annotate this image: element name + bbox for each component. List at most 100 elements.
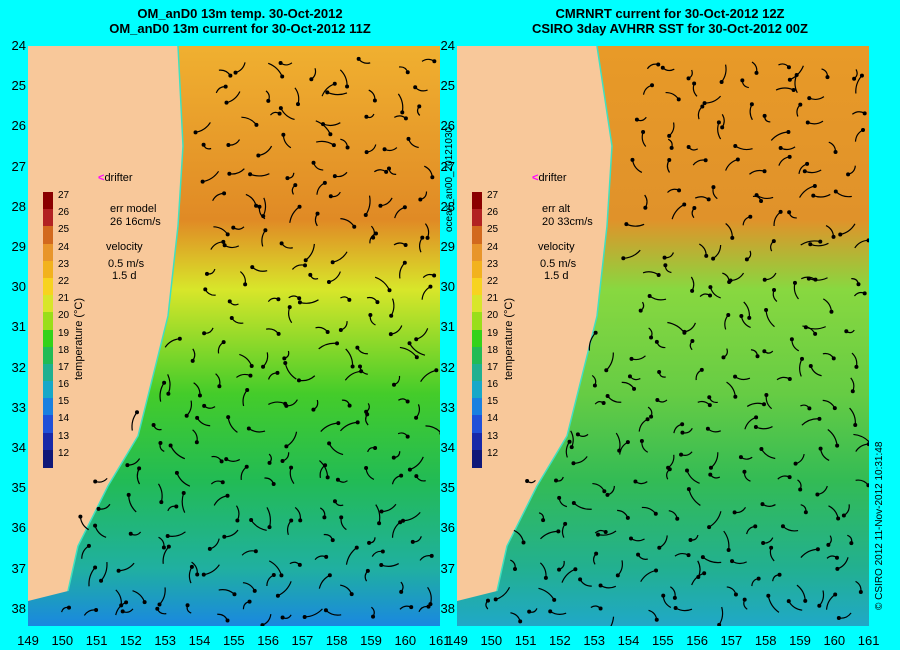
current-vector-head — [825, 75, 830, 80]
current-vector-head — [197, 393, 202, 398]
current-vector-head — [703, 158, 708, 163]
current-vector — [132, 590, 146, 603]
current-vector-head — [377, 521, 382, 526]
current-vector — [813, 193, 831, 198]
current-vector-head — [311, 407, 316, 412]
current-vector-head — [78, 514, 83, 519]
current-vector-head — [244, 464, 249, 469]
current-vector — [248, 427, 266, 433]
right-ytick: 33 — [440, 399, 455, 415]
right-colorbar-swatch — [472, 260, 482, 279]
current-vector — [415, 404, 421, 419]
left-colorbar-swatch — [43, 381, 53, 399]
current-vector-head — [125, 463, 130, 468]
left-colorbar-tick: 17 — [58, 361, 70, 373]
current-vector-head — [667, 467, 672, 472]
current-vector-head — [605, 492, 610, 497]
current-vector — [289, 206, 300, 223]
current-vector-head — [705, 426, 710, 431]
left-ytick: 26 — [11, 118, 26, 134]
right-colorbar-swatch — [472, 449, 482, 468]
current-vector-head — [289, 518, 294, 523]
left-colorbar-tick: 18 — [58, 344, 70, 356]
current-vector-head — [663, 263, 668, 268]
current-vector-head — [349, 592, 354, 597]
left-colorbar-tick: 19 — [58, 327, 70, 339]
right-xtick: 154 — [617, 633, 640, 648]
current-vector-head — [747, 315, 752, 320]
current-vector — [167, 531, 186, 537]
current-vector — [778, 156, 790, 166]
current-vector-head — [233, 70, 238, 75]
current-vector-head — [692, 81, 697, 86]
right-colorbar-swatch — [472, 192, 482, 210]
current-vector-head — [429, 553, 434, 558]
current-vector-head — [185, 603, 190, 608]
current-vector — [322, 122, 341, 127]
current-vector — [855, 443, 869, 452]
current-vector-head — [854, 364, 859, 369]
current-vector-head — [852, 76, 857, 81]
current-vector-head — [807, 406, 812, 411]
current-vector-head — [410, 539, 415, 544]
current-vector — [623, 249, 641, 259]
current-vector-head — [296, 102, 301, 107]
right-colorbar-tick: 14 — [487, 413, 499, 425]
current-vector — [731, 560, 747, 565]
left-colorbar-swatch — [43, 329, 53, 348]
current-vector-head — [762, 113, 767, 118]
left-xtick: 158 — [325, 633, 348, 648]
current-vector — [242, 582, 256, 592]
current-vector — [746, 402, 765, 407]
right-colorbar-tick: 12 — [487, 447, 499, 459]
current-vector-head — [275, 370, 280, 375]
current-vector-head — [355, 345, 360, 350]
current-vector-head — [384, 169, 389, 174]
current-vector-head — [271, 481, 276, 486]
current-vector-head — [653, 511, 658, 516]
current-vector-head — [190, 358, 195, 363]
left-colorbar-swatch — [43, 260, 53, 279]
current-vector-head — [629, 536, 634, 541]
current-vector-head — [856, 282, 861, 287]
current-vector-head — [730, 559, 735, 564]
current-vector-head — [222, 191, 227, 196]
current-vector-head — [162, 380, 167, 385]
current-vector — [79, 516, 89, 531]
left-coastline — [67, 46, 184, 592]
left-ytick: 27 — [11, 158, 26, 174]
current-vector-head — [232, 592, 237, 597]
current-vector — [561, 568, 576, 583]
current-vector — [268, 62, 283, 77]
right-colorbar-tick: 22 — [487, 275, 499, 287]
current-vector — [822, 298, 833, 312]
current-vector-head — [813, 331, 818, 336]
current-vector — [399, 262, 406, 279]
current-vector — [195, 122, 211, 133]
current-vector-head — [177, 336, 182, 341]
left-xtick: 155 — [222, 633, 245, 648]
right-xtick: 149 — [446, 633, 468, 648]
current-vector — [767, 595, 780, 613]
current-vector-head — [352, 224, 357, 229]
current-vector-head — [327, 573, 332, 578]
current-vector — [345, 547, 358, 565]
current-vector-head — [120, 609, 125, 614]
right-colorbar-tick: 24 — [487, 241, 499, 253]
current-vector-head — [527, 609, 532, 614]
right-xtick: 151 — [514, 633, 537, 648]
current-vector — [218, 589, 235, 595]
left-ytick: 34 — [11, 440, 26, 455]
current-vector-head — [844, 329, 849, 334]
current-vector — [375, 504, 381, 524]
current-vector-head — [738, 455, 743, 460]
current-vector-head — [817, 416, 822, 421]
current-vector-head — [324, 554, 329, 559]
current-vector — [209, 538, 220, 550]
current-vector-head — [189, 564, 194, 569]
current-vector — [268, 401, 286, 405]
current-vector-head — [434, 368, 439, 373]
current-vector-head — [166, 391, 171, 396]
current-vector-head — [128, 531, 133, 536]
current-vector-head — [124, 600, 129, 605]
